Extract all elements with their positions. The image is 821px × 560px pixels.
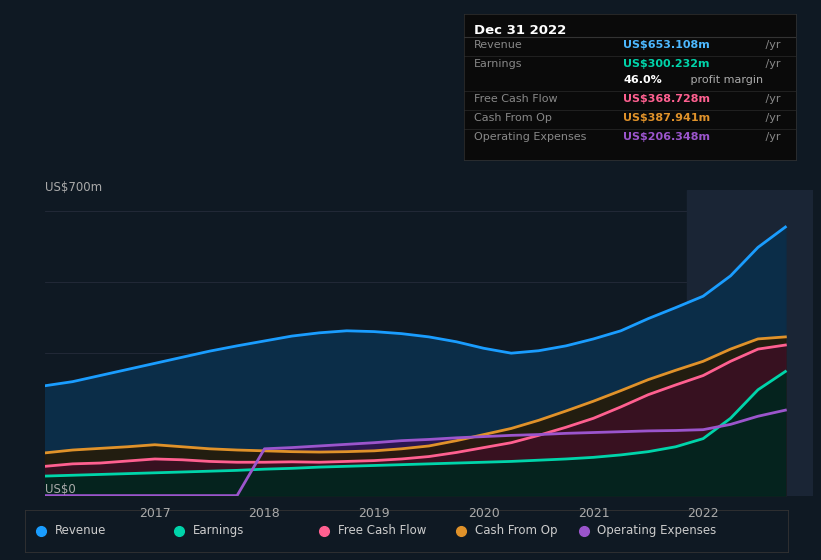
Text: 2018: 2018 — [249, 507, 280, 520]
Text: Earnings: Earnings — [474, 59, 522, 69]
Text: US$368.728m: US$368.728m — [623, 94, 710, 104]
Text: profit margin: profit margin — [686, 75, 763, 85]
Text: US$206.348m: US$206.348m — [623, 132, 710, 142]
Text: 2022: 2022 — [687, 507, 719, 520]
Text: /yr: /yr — [763, 94, 781, 104]
Text: US$653.108m: US$653.108m — [623, 40, 710, 50]
Text: Earnings: Earnings — [193, 524, 244, 537]
Text: US$387.941m: US$387.941m — [623, 113, 711, 123]
Text: Free Cash Flow: Free Cash Flow — [474, 94, 557, 104]
Text: Operating Expenses: Operating Expenses — [474, 132, 586, 142]
Text: Cash From Op: Cash From Op — [475, 524, 557, 537]
Text: /yr: /yr — [763, 113, 781, 123]
Text: US$0: US$0 — [45, 483, 76, 496]
Text: 2019: 2019 — [358, 507, 390, 520]
Text: 2021: 2021 — [578, 507, 609, 520]
Text: US$300.232m: US$300.232m — [623, 59, 710, 69]
Text: Revenue: Revenue — [55, 524, 107, 537]
Text: 2017: 2017 — [139, 507, 171, 520]
Bar — [686, 190, 813, 496]
Text: /yr: /yr — [763, 59, 781, 69]
Text: Free Cash Flow: Free Cash Flow — [337, 524, 426, 537]
Text: /yr: /yr — [763, 40, 781, 50]
Text: US$700m: US$700m — [45, 181, 103, 194]
Text: 46.0%: 46.0% — [623, 75, 663, 85]
Text: Cash From Op: Cash From Op — [474, 113, 552, 123]
Text: /yr: /yr — [763, 132, 781, 142]
Text: Dec 31 2022: Dec 31 2022 — [474, 24, 566, 37]
Text: Revenue: Revenue — [474, 40, 523, 50]
Text: 2020: 2020 — [468, 507, 500, 520]
Text: Operating Expenses: Operating Expenses — [598, 524, 717, 537]
